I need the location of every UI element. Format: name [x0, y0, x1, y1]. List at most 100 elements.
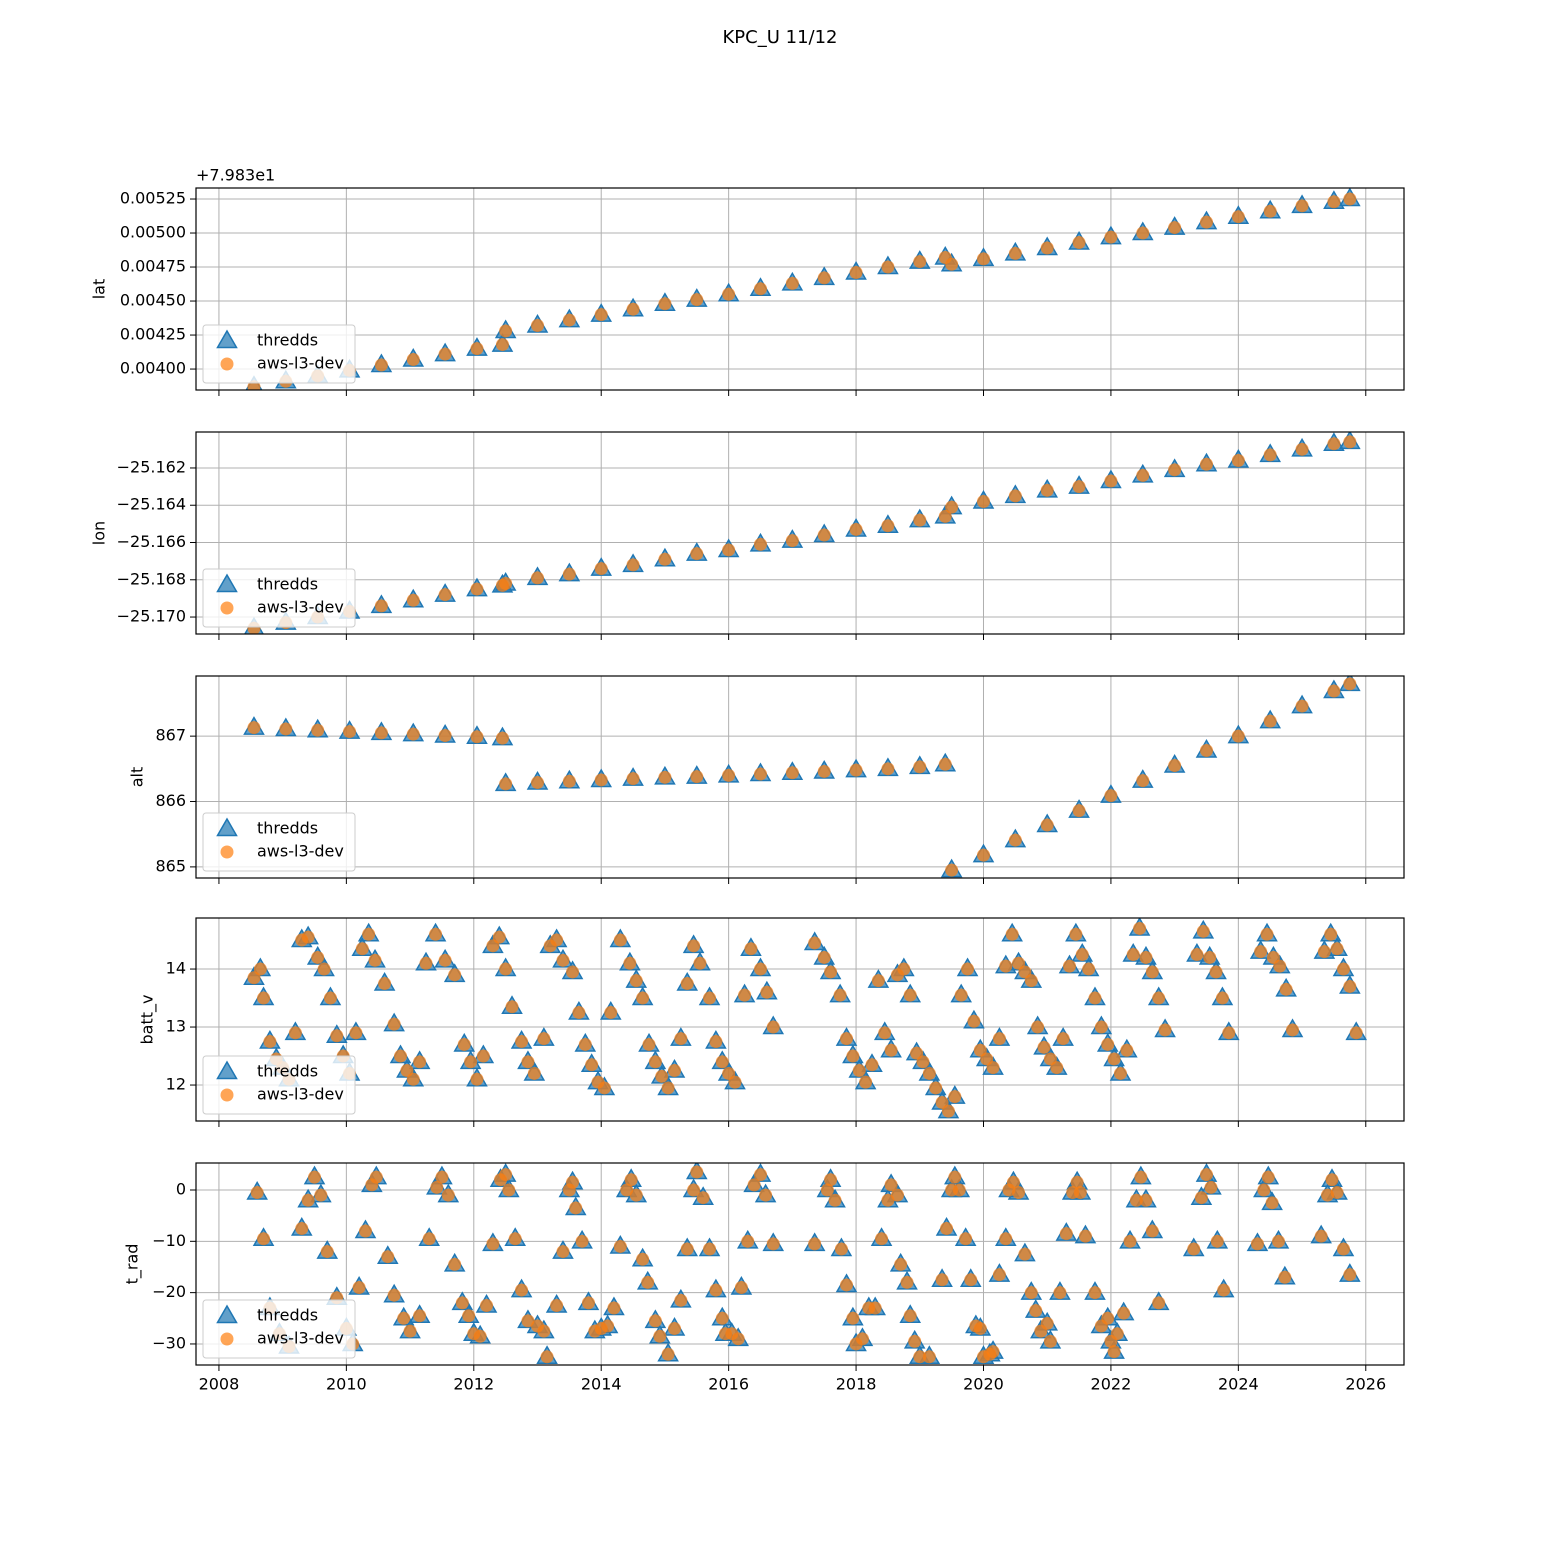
legend-box: [202, 1299, 356, 1359]
marker-circle: [438, 347, 452, 361]
marker-circle: [703, 991, 717, 1005]
x-tick-label: 2012: [453, 1375, 494, 1394]
marker-circle: [903, 988, 917, 1002]
marker-circle: [868, 1301, 882, 1315]
marker-circle: [594, 562, 608, 576]
marker-circle: [1327, 684, 1341, 698]
marker-circle: [406, 727, 420, 741]
marker-circle: [976, 495, 990, 509]
x-tick-label: 2026: [1345, 1375, 1386, 1394]
legend-marker: [220, 357, 234, 371]
marker-circle: [623, 956, 637, 970]
marker-circle: [374, 599, 388, 613]
marker-circle: [250, 1186, 264, 1200]
marker-circle: [508, 1232, 522, 1246]
marker-circle: [531, 571, 545, 585]
marker-circle: [961, 962, 975, 976]
legend: thredds aws-l3-dev: [202, 1055, 356, 1115]
marker-circle: [709, 1283, 723, 1297]
marker-circle: [629, 974, 643, 988]
marker-circle: [849, 522, 863, 536]
marker-circle: [1113, 1066, 1127, 1080]
marker-circle: [1343, 1268, 1357, 1282]
marker-circle: [1029, 1304, 1043, 1318]
marker-circle: [1168, 221, 1182, 235]
marker-circle: [556, 953, 570, 967]
marker-circle: [1008, 489, 1022, 503]
marker-circle: [585, 1058, 599, 1072]
marker-circle: [368, 953, 382, 967]
marker-circle: [1231, 729, 1245, 743]
marker-circle: [1203, 950, 1217, 964]
x-tick-label: 2016: [708, 1375, 749, 1394]
marker-circle: [1158, 1023, 1172, 1037]
marker-circle: [680, 977, 694, 991]
y-tick-label: 14: [166, 959, 186, 978]
marker-circle: [495, 731, 509, 745]
legend-marker: [216, 1060, 238, 1080]
marker-circle: [658, 770, 672, 784]
marker-circle: [1094, 1020, 1108, 1034]
marker-circle: [499, 324, 513, 338]
y-axis-label: alt: [128, 767, 147, 788]
marker-circle: [1168, 759, 1182, 773]
marker-circle: [734, 1281, 748, 1295]
legend-marker: [220, 1088, 234, 1102]
marker-circle: [1336, 962, 1350, 976]
marker-circle: [940, 1221, 954, 1235]
marker-circle: [1152, 1296, 1166, 1310]
marker-circle: [722, 543, 736, 557]
marker-circle: [626, 302, 640, 316]
marker-circle: [556, 1245, 570, 1259]
y-tick-label: −30: [152, 1333, 186, 1352]
marker-circle: [938, 757, 952, 771]
marker-circle: [1279, 982, 1293, 996]
marker-circle: [894, 1257, 908, 1271]
marker-circle: [455, 1296, 469, 1310]
series: [247, 677, 1357, 877]
marker-circle: [722, 287, 736, 301]
marker-circle: [1199, 215, 1213, 229]
marker-circle: [1145, 1224, 1159, 1238]
marker-circle: [661, 1347, 675, 1361]
marker-circle: [929, 1081, 943, 1095]
marker-circle: [422, 1232, 436, 1246]
marker-circle: [1069, 927, 1083, 941]
legend-box: [202, 1055, 356, 1115]
y-axis-label: lon: [90, 521, 109, 545]
marker-circle: [521, 1314, 535, 1328]
marker-circle: [875, 1232, 889, 1246]
marker-circle: [257, 991, 271, 1005]
marker-circle: [820, 1183, 834, 1197]
marker-circle: [1104, 789, 1118, 803]
legend-box: [202, 812, 356, 872]
marker-circle: [922, 1350, 936, 1364]
marker-circle: [470, 582, 484, 596]
marker-circle: [824, 965, 838, 979]
legend-label: thredds: [257, 819, 318, 838]
marker-circle: [696, 1191, 710, 1205]
marker-circle: [667, 1322, 681, 1336]
marker-circle: [515, 1035, 529, 1049]
marker-circle: [1260, 927, 1274, 941]
marker-circle: [566, 965, 580, 979]
marker-circle: [1078, 1229, 1092, 1243]
marker-circle: [394, 1049, 408, 1063]
y-axis-label: batt_v: [138, 995, 158, 1045]
marker-circle: [641, 1275, 655, 1289]
marker-circle: [1295, 442, 1309, 456]
marker-circle: [964, 1273, 978, 1287]
marker-circle: [1278, 1270, 1292, 1284]
marker-circle: [967, 1014, 981, 1028]
x-tick-label: 2014: [581, 1375, 622, 1394]
marker-circle: [900, 1275, 914, 1289]
subplot: −25.170 −25.168 −25.166 −25.164 −25.162 lon th…: [90, 431, 1405, 640]
marker-circle: [295, 1221, 309, 1235]
marker-circle: [317, 962, 331, 976]
marker-circle: [948, 1090, 962, 1104]
marker-circle: [247, 721, 261, 735]
marker-circle: [1199, 457, 1213, 471]
marker-circle: [1072, 480, 1086, 494]
marker-circle: [753, 1168, 767, 1182]
marker-circle: [1040, 818, 1054, 832]
